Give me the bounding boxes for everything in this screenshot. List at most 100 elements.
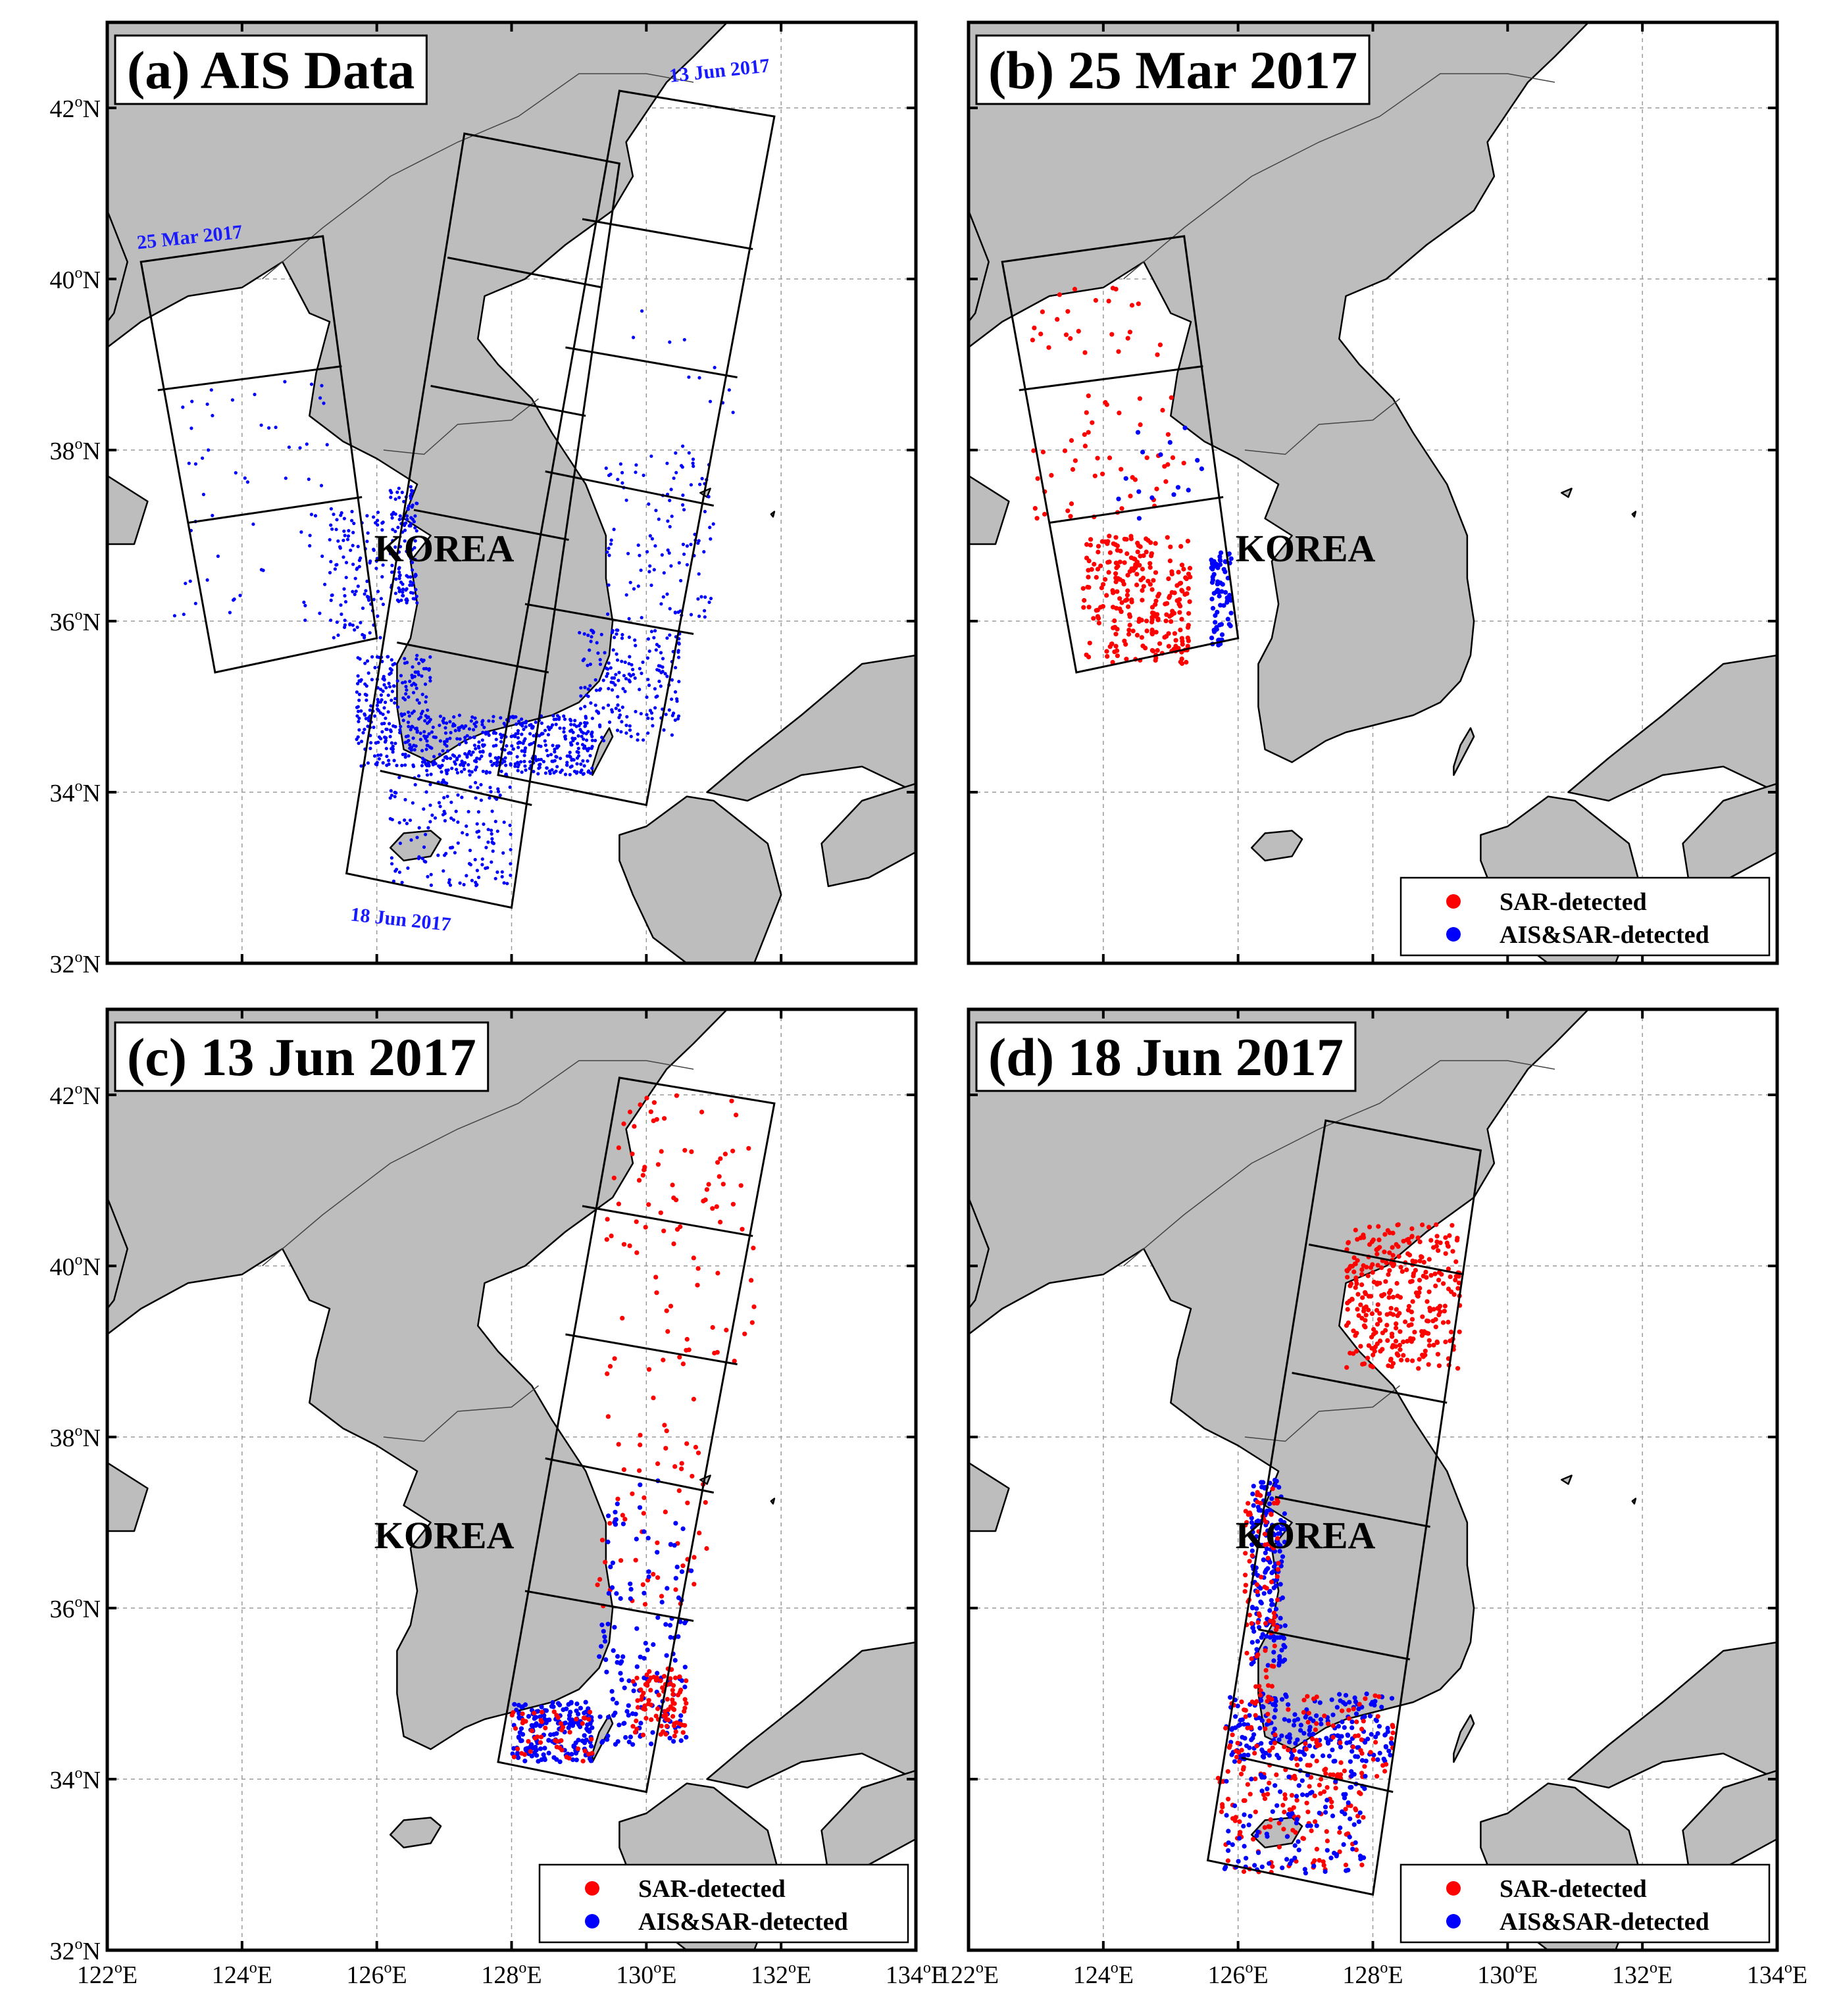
sar-detected-point [655, 1575, 661, 1580]
sar-detected-point [1139, 635, 1144, 640]
sar-detected-point [574, 1717, 579, 1722]
ais-point [347, 529, 351, 533]
ais-point [476, 810, 481, 814]
subframe-divider [430, 385, 586, 417]
sar-detected-point [1263, 1648, 1268, 1653]
ais-point [679, 1678, 684, 1683]
ais-point [1264, 1546, 1270, 1551]
ais-point [408, 551, 412, 555]
sar-detected-point [658, 1732, 663, 1737]
sar-detected-point [1386, 1295, 1392, 1300]
sar-detected-point [1149, 605, 1155, 610]
ais-point [1272, 1726, 1277, 1732]
sar-detected-point [684, 1701, 689, 1706]
ais-point [390, 658, 393, 662]
ais-point [515, 755, 519, 759]
ais-point [1259, 1788, 1265, 1794]
ais-point [474, 880, 478, 884]
ais-point [646, 1574, 651, 1580]
ais-point [601, 739, 606, 743]
ais-point [1255, 1639, 1260, 1644]
ais-point [611, 681, 615, 685]
sar-detected-point [1348, 1283, 1353, 1288]
ais-point [1286, 1811, 1291, 1817]
ais-point [613, 1522, 618, 1527]
ais-point [543, 1720, 549, 1725]
sar-detected-point [1324, 1829, 1329, 1834]
ais-point [472, 743, 477, 747]
ais-point [447, 880, 451, 884]
ais-point [1379, 1704, 1384, 1710]
ais-point [565, 763, 569, 767]
sar-detected-point [1286, 1748, 1291, 1753]
sar-detected-point [1082, 597, 1087, 603]
sar-detected-point [1031, 448, 1036, 453]
ais-point [376, 753, 380, 757]
ais-point [228, 611, 232, 615]
scene-frames [1206, 1119, 1482, 1896]
ais-point [634, 470, 638, 474]
ais-point [474, 720, 478, 724]
ais-point [1271, 1658, 1276, 1663]
sar-detected-point [1253, 1777, 1258, 1782]
sar-detected-point [1398, 1265, 1403, 1270]
sar-detected-point [1122, 560, 1127, 565]
ais-point [398, 842, 403, 845]
ais-point [674, 451, 678, 455]
sar-detected-point [1417, 1239, 1423, 1244]
sar-detected-point [1270, 1864, 1275, 1869]
sar-detected-point [1143, 645, 1148, 651]
ais-point [638, 553, 642, 557]
sar-detected-point [1440, 1320, 1446, 1325]
ais-point [1301, 1730, 1307, 1736]
sar-detected-point [587, 1709, 593, 1715]
sar-detected-point [673, 1587, 678, 1592]
land-jeju [389, 1817, 442, 1849]
sar-detected-point [1366, 1294, 1372, 1299]
sar-detected-point [538, 1734, 544, 1740]
ais-point [668, 524, 672, 529]
ais-point [328, 538, 332, 542]
ais-point [633, 676, 637, 680]
ais-point [623, 660, 627, 665]
ais-point [655, 643, 659, 647]
ais-point [422, 760, 427, 764]
ais-point [1252, 1863, 1257, 1868]
ais-point [607, 546, 611, 551]
ais-point [428, 679, 432, 683]
ais-point [1376, 1724, 1382, 1729]
sar-detected-point [685, 1500, 690, 1505]
ais-point [668, 633, 672, 637]
ais-point [520, 732, 524, 736]
ais-point [611, 1648, 616, 1653]
ais-point [528, 743, 532, 747]
ais-point [447, 878, 451, 882]
ais-point [389, 495, 393, 499]
sar-detected-point [1068, 514, 1073, 519]
sar-detected-point [1379, 1293, 1384, 1298]
sar-detected-point [1348, 1350, 1353, 1356]
sar-detected-point [1371, 1237, 1376, 1242]
ais-point [589, 640, 593, 643]
ais-point [1271, 1650, 1276, 1655]
ais-point [343, 618, 347, 622]
ais-point [441, 759, 445, 763]
ais-point [410, 724, 414, 728]
ais-point [646, 678, 650, 682]
ais-point [418, 738, 422, 742]
ais-point [1225, 617, 1230, 622]
ais-point [488, 752, 492, 756]
ais-point [624, 731, 628, 735]
sar-detected-point [1361, 1305, 1367, 1311]
ais-point [475, 830, 479, 834]
detection-points [172, 309, 735, 888]
sar-detected-point [1130, 628, 1136, 634]
ais-point [468, 773, 472, 777]
ais-point [432, 759, 436, 763]
ais-point [411, 591, 415, 595]
ais-point [626, 1713, 631, 1718]
ais-point [534, 720, 538, 724]
ais-point [336, 633, 340, 638]
ais-point [287, 445, 291, 449]
ais-point [253, 392, 257, 397]
